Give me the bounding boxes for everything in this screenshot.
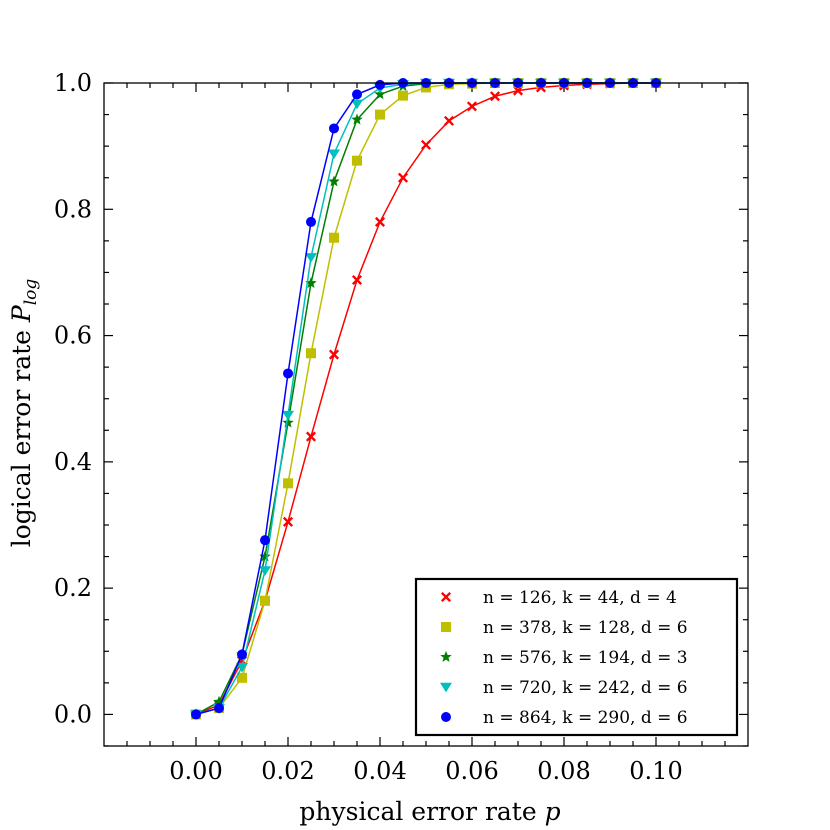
legend-label: n = 126, k = 44, d = 4	[483, 588, 677, 608]
x-tick-labels: 0.00 0.02 0.04 0.06 0.08 0.10	[169, 757, 682, 785]
data-point	[466, 101, 478, 112]
data-point	[306, 348, 316, 359]
data-point	[191, 709, 201, 720]
x-tick-label: 0.08	[537, 757, 590, 785]
data-point	[398, 90, 408, 101]
legend-label: n = 720, k = 242, d = 6	[483, 678, 688, 698]
data-point	[282, 410, 294, 421]
data-point	[213, 695, 225, 707]
data-point	[352, 89, 362, 100]
y-axis-title-sub: log	[21, 279, 41, 306]
legend-item: n = 378, k = 128, d = 6	[441, 618, 688, 638]
legend-label: n = 378, k = 128, d = 6	[483, 618, 688, 638]
data-point	[329, 123, 339, 134]
data-point	[351, 99, 363, 110]
legend-item: n = 864, k = 290, d = 6	[441, 708, 688, 728]
data-point	[351, 113, 363, 125]
x-tick-label: 0.04	[353, 757, 406, 785]
data-point	[305, 277, 317, 289]
data-point	[329, 232, 339, 243]
data-point	[443, 115, 455, 126]
data-point	[236, 662, 248, 673]
data-point	[375, 79, 385, 90]
y-axis-title-text: logical error rate	[7, 322, 36, 547]
y-axis-title-var: P	[7, 304, 36, 323]
legend-item: n = 126, k = 44, d = 4	[440, 588, 677, 608]
legend-marker	[440, 682, 452, 693]
x-tick-label: 0.00	[169, 757, 222, 785]
data-point	[260, 535, 270, 546]
data-point	[305, 431, 317, 442]
data-point	[282, 516, 294, 527]
y-tick-label: 0.8	[54, 195, 92, 223]
data-point	[374, 88, 386, 100]
data-point	[420, 139, 432, 150]
y-tick-label: 0.0	[54, 700, 92, 728]
y-tick-label: 1.0	[54, 69, 92, 97]
data-point	[397, 172, 409, 183]
data-point	[237, 672, 247, 683]
plot-frame	[103, 82, 749, 747]
legend: n = 126, k = 44, d = 4 n = 378, k = 128, …	[414, 577, 739, 737]
data-point	[351, 274, 363, 286]
data-point	[305, 253, 317, 263]
data-point	[237, 649, 247, 660]
legend-marker	[440, 591, 452, 603]
y-tick-label: 0.4	[54, 448, 92, 476]
data-point	[489, 91, 501, 102]
y-tick-label: 0.2	[54, 574, 92, 602]
legend-item: n = 720, k = 242, d = 6	[440, 678, 688, 698]
data-point	[214, 703, 224, 714]
data-point	[306, 216, 316, 227]
data-point	[259, 550, 271, 562]
legend-label: n = 576, k = 194, d = 3	[483, 648, 688, 668]
legend-marker	[440, 651, 452, 662]
data-point	[283, 368, 293, 379]
x-axis-title: physical error rate p	[299, 797, 560, 826]
y-tick-labels: 0.0 0.2 0.4 0.6 0.8 1.0	[54, 69, 92, 728]
legend-item: n = 576, k = 194, d = 3	[440, 648, 688, 668]
legend-marker	[441, 712, 451, 722]
data-point	[374, 216, 386, 227]
data-point	[375, 109, 385, 120]
data-point	[328, 149, 340, 160]
data-point	[328, 175, 340, 187]
data-point	[259, 566, 271, 576]
data-point	[352, 155, 362, 166]
data-point	[282, 416, 294, 428]
data-point	[260, 595, 270, 606]
legend-label: n = 864, k = 290, d = 6	[483, 708, 688, 728]
legend-marker	[441, 622, 451, 632]
y-axis-title: logical error rate Plog	[7, 279, 41, 548]
x-tick-label: 0.02	[261, 757, 314, 785]
data-point	[283, 478, 293, 489]
x-tick-label: 0.10	[629, 757, 682, 785]
legend-box	[414, 577, 739, 737]
data-point	[328, 349, 340, 360]
y-tick-label: 0.6	[54, 322, 92, 350]
x-axis-title-text: physical error rate	[299, 797, 544, 826]
x-axis-title-var: p	[545, 797, 561, 826]
x-tick-label: 0.06	[445, 757, 498, 785]
